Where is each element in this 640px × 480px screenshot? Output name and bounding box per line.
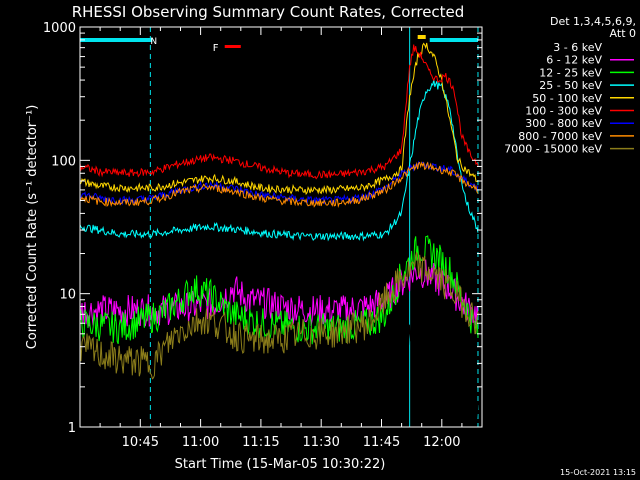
night-label: N — [150, 37, 157, 47]
legend-label-6: 300 - 800 keV — [525, 117, 602, 130]
chart-title: RHESSI Observing Summary Count Rates, Co… — [72, 3, 465, 21]
y-axis-label: Corrected Count Rate (s⁻¹ detector⁻¹) — [25, 105, 40, 350]
x-tick-label-1: 11:00 — [182, 435, 219, 450]
series-line-8 — [79, 251, 479, 380]
series-line-4 — [79, 42, 479, 196]
flare-label: F — [213, 43, 219, 54]
x-tick-label-4: 11:45 — [363, 435, 400, 450]
x-tick-label-0: 10:45 — [122, 435, 159, 450]
x-tick-label-2: 11:15 — [242, 435, 279, 450]
series-line-0 — [79, 307, 479, 429]
legend-label-3: 25 - 50 keV — [539, 79, 602, 92]
legend-label-7: 800 - 7000 keV — [518, 130, 602, 143]
night-bar-0 — [80, 38, 153, 42]
legend-header-line-1: Att 0 — [610, 27, 636, 40]
legend-label-1: 6 - 12 keV — [546, 54, 602, 67]
legend-label-8: 7000 - 15000 keV — [504, 143, 602, 156]
x-axis-label: Start Time (15-Mar-05 10:30:22) — [175, 457, 386, 472]
series-line-3 — [79, 79, 479, 242]
legend-label-5: 100 - 300 keV — [525, 105, 602, 118]
legend-label-4: 50 - 100 keV — [532, 92, 602, 105]
x-tick-label-5: 12:00 — [423, 435, 460, 450]
legend-label-0: 3 - 6 keV — [553, 41, 602, 54]
series-line-7 — [79, 161, 479, 208]
footer-timestamp: 15-Oct-2021 13:15 — [560, 468, 636, 477]
legend-label-2: 12 - 25 keV — [539, 66, 602, 79]
axes: 10:45 11:00 11:15 11:30 11:45 12:00 1 10 100 1000 — [43, 21, 482, 450]
y-tick-label-2: 100 — [51, 154, 76, 169]
legend-header-line-0: Det 1,3,4,5,6,9, — [550, 15, 636, 28]
y-tick-label-3: 1000 — [43, 21, 76, 36]
attenuator-bar — [417, 35, 426, 39]
series-line-2 — [79, 235, 479, 345]
night-bar-1 — [429, 38, 478, 42]
series-line-5 — [79, 44, 479, 180]
y-tick-label-0: 1 — [68, 421, 76, 436]
flare-bar — [224, 45, 241, 48]
x-tick-label-3: 11:30 — [302, 435, 339, 450]
plot-area: NF — [79, 27, 479, 429]
y-tick-label-1: 10 — [59, 288, 76, 303]
